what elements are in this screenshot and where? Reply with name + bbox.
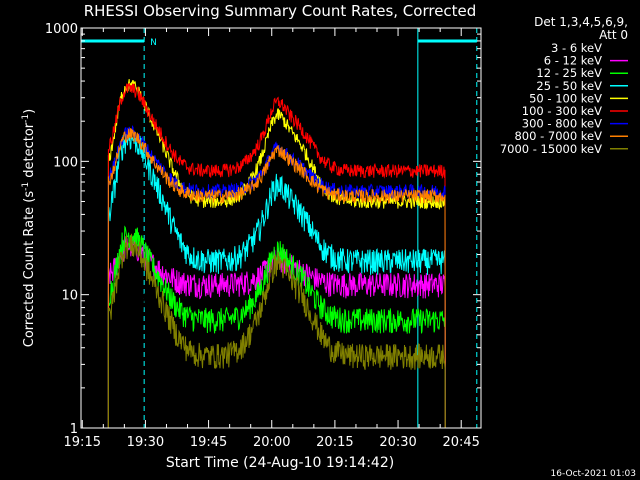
y-tick-label-2: 100 bbox=[53, 155, 78, 170]
y-axis-label-part-2: detector bbox=[22, 122, 37, 182]
plot-area: N bbox=[80, 28, 478, 430]
y-axis-label-sup-1: -1 bbox=[21, 182, 31, 191]
series-line-7 bbox=[107, 128, 446, 429]
x-tick-label-6: 20:45 bbox=[442, 435, 479, 450]
legend-label-5: 100 - 300 keV bbox=[522, 104, 602, 118]
legend-label-7: 800 - 7000 keV bbox=[514, 129, 602, 143]
x-tick-label-5: 20:30 bbox=[379, 435, 416, 450]
series-line-8 bbox=[107, 233, 446, 429]
legend-label-6: 300 - 800 keV bbox=[522, 117, 602, 131]
x-axis: 19:15 19:30 19:45 20:00 20:15 20:30 20:45 bbox=[64, 28, 480, 450]
night-bar-label: N bbox=[150, 38, 157, 48]
x-tick-label-4: 20:15 bbox=[316, 435, 353, 450]
y-axis: 1 10 100 1000 bbox=[45, 22, 481, 437]
legend-label-1: 6 - 12 keV bbox=[544, 54, 602, 68]
y-axis-label: Corrected Count Rate (s-1 detector-1) bbox=[21, 109, 37, 347]
y-axis-label-part-3: ) bbox=[22, 109, 37, 114]
series-group bbox=[107, 79, 446, 430]
legend-header-line-2: Att 0 bbox=[599, 28, 628, 42]
series-line-0 bbox=[107, 248, 446, 430]
y-axis-label-part-1: Corrected Count Rate (s bbox=[22, 191, 37, 348]
y-tick-label-0: 1 bbox=[70, 422, 78, 437]
x-tick-label-2: 19:45 bbox=[190, 435, 227, 450]
legend-label-0: 3 - 6 keV bbox=[551, 41, 602, 55]
y-axis-label-sup-2: -1 bbox=[21, 114, 31, 123]
footer-date: 16-Oct-2021 01:03 bbox=[551, 469, 636, 479]
legend-label-8: 7000 - 15000 keV bbox=[500, 142, 602, 156]
x-axis-label: Start Time (24-Aug-10 19:14:42) bbox=[166, 455, 394, 471]
series-line-5 bbox=[107, 82, 446, 429]
legend-label-3: 25 - 50 keV bbox=[536, 79, 602, 93]
chart-title: RHESSI Observing Summary Count Rates, Co… bbox=[84, 2, 477, 20]
y-tick-label-3: 1000 bbox=[45, 22, 78, 37]
x-tick-label-0: 19:15 bbox=[64, 435, 101, 450]
plot-frame bbox=[80, 27, 482, 429]
y-tick-label-1: 10 bbox=[61, 289, 78, 304]
legend-header-line-1: Det 1,3,4,5,6,9, bbox=[534, 15, 628, 29]
legend-label-4: 50 - 100 keV bbox=[529, 91, 602, 105]
x-tick-label-3: 20:00 bbox=[253, 435, 290, 450]
series-line-3 bbox=[107, 131, 446, 429]
legend-label-2: 12 - 25 keV bbox=[536, 66, 602, 80]
x-tick-label-1: 19:30 bbox=[127, 435, 164, 450]
